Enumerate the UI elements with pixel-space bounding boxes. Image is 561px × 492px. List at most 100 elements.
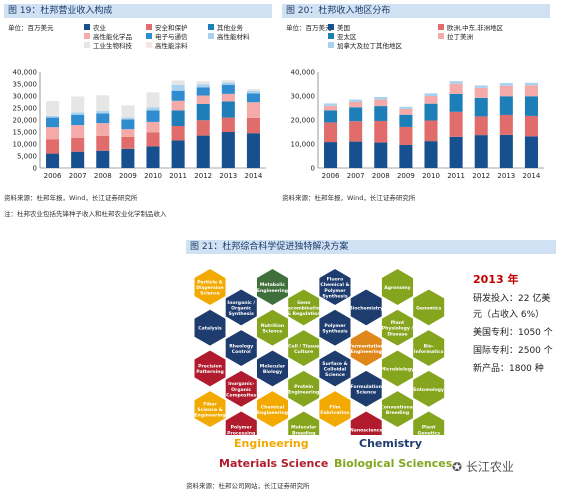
hex-cell — [256, 308, 289, 347]
hex-cell — [349, 369, 383, 408]
legend-label: 美国 — [337, 23, 350, 32]
hex-cell — [224, 288, 258, 327]
x-tick-label: 2010 — [422, 172, 440, 180]
bar-segment — [196, 120, 210, 136]
hex-cell — [256, 390, 289, 429]
x-tick-label: 2009 — [119, 172, 137, 180]
fig19-title: 图 19：杜邦营业收入构成 — [4, 4, 272, 18]
bar-segment — [171, 110, 185, 126]
legend-swatch — [208, 24, 214, 30]
bar-segment — [171, 84, 185, 91]
x-tick-label: 2014 — [523, 172, 541, 180]
hex-label: Precision — [198, 364, 222, 370]
bar-segment — [399, 108, 413, 115]
hex-label: Organic — [231, 387, 251, 393]
hex-label: Molecular — [260, 364, 286, 370]
hex-label: Fiber — [203, 402, 217, 408]
bar-segment — [121, 105, 135, 118]
hex-label: Protein — [294, 384, 313, 390]
bar-segment — [221, 84, 235, 94]
hex-label: Surface & — [322, 361, 347, 367]
legend-swatch — [438, 33, 444, 39]
bar-segment — [374, 120, 388, 143]
bar-segment — [424, 96, 438, 104]
x-tick-label: 2008 — [94, 172, 112, 180]
hex-label: Formulation — [351, 384, 382, 390]
legend-label: 高性能材料 — [217, 32, 250, 41]
legend-label: 加拿大及拉丁其他地区 — [337, 41, 403, 50]
bar-segment — [46, 117, 60, 128]
bar-segment — [349, 107, 363, 122]
hex-label: Culture — [294, 349, 313, 355]
bar-segment — [46, 101, 60, 116]
bar-segment — [374, 142, 388, 168]
bar-segment — [474, 85, 488, 88]
bar-segment — [221, 101, 235, 118]
bar-segment — [424, 103, 438, 121]
bar-segment — [121, 136, 135, 149]
hex-label: Gene — [297, 300, 310, 306]
x-tick-label: 2012 — [472, 172, 490, 180]
hex-label: Microbiology — [381, 366, 414, 372]
fig21-fact-3: 美国专利：1050 个 — [473, 328, 553, 338]
x-tick-label: 2011 — [447, 172, 465, 180]
bar-segment — [96, 95, 110, 111]
bar-segment — [171, 100, 185, 111]
hex-label: Synthesis — [229, 311, 254, 317]
bar-segment — [71, 114, 85, 126]
hex-label: Dispersion — [196, 285, 224, 291]
legend-label: 电子与通信 — [155, 32, 188, 41]
hex-label: Breeding — [386, 410, 409, 416]
hex-label: Patterning — [196, 369, 224, 375]
hex-label: Organic — [231, 305, 251, 311]
hex-label: & Regulation — [287, 311, 321, 317]
bar-segment — [146, 92, 160, 108]
hex-cell — [412, 288, 446, 327]
hex-cell — [380, 349, 414, 388]
y-tick-label: 40,000 — [291, 69, 316, 77]
hex-label: Film — [329, 404, 340, 410]
bar-segment — [349, 121, 363, 142]
bar-segment — [374, 106, 388, 121]
y-tick-label: 25,000 — [13, 105, 38, 113]
hex-cell — [193, 390, 227, 429]
legend-swatch — [328, 24, 334, 30]
fig21-fact-5: 新产品：1800 种 — [473, 364, 544, 374]
legend-label: 拉丁美洲 — [447, 32, 473, 41]
hex-label: Plant — [422, 425, 436, 431]
hex-label: Bio- — [424, 343, 434, 349]
hex-label: Fermentation — [349, 343, 384, 349]
bar-segment — [196, 84, 210, 88]
bar-segment — [221, 80, 235, 83]
hex-label: Polymer — [324, 323, 346, 329]
bar-segment — [324, 122, 338, 143]
watermark: ✪ 长江农业 — [452, 458, 514, 475]
category-materials-science: Materials Science — [219, 457, 329, 470]
bar-segment — [221, 117, 235, 132]
legend-swatch — [84, 24, 90, 30]
bar-segment — [146, 132, 160, 147]
hex-label: Genomics — [416, 305, 441, 311]
bar-segment — [399, 114, 413, 127]
bar-segment — [424, 141, 438, 168]
fig21-source: 资料来源：杜邦公司网站，长江证券研究所 — [186, 482, 310, 490]
bar-segment — [499, 83, 513, 86]
hex-label: Engineering — [351, 349, 382, 355]
fig19-note: 注：杜邦农业包括先锋种子收入和杜邦农业化学制品收入 — [4, 210, 167, 218]
legend-swatch — [146, 33, 152, 39]
hex-cell — [193, 267, 227, 307]
bar-segment — [499, 134, 513, 168]
hex-label: Engineering — [257, 410, 288, 416]
hex-cell — [318, 349, 352, 388]
bar-segment — [324, 110, 338, 123]
hex-cell — [224, 369, 258, 408]
bar-segment — [46, 115, 60, 118]
x-tick-label: 2006 — [44, 172, 62, 180]
bar-segment — [121, 129, 135, 137]
bar-segment — [71, 137, 85, 152]
legend-label: 高性能化学品 — [93, 32, 132, 41]
y-tick-label: 30,000 — [291, 93, 316, 101]
category-engineering: Engineering — [234, 437, 309, 450]
bar-segment — [349, 141, 363, 168]
